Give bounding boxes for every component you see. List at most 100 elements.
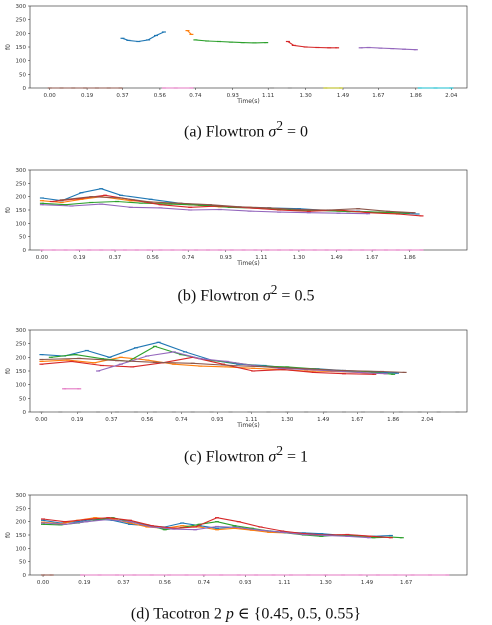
data-point-d-4 — [215, 525, 219, 528]
data-point-d-1 — [232, 527, 237, 529]
x-tick-label-a: 0.56 — [154, 93, 167, 99]
data-point-b-4 — [247, 210, 252, 212]
data-point-b-6 — [383, 249, 388, 251]
data-point-b-6 — [217, 249, 222, 251]
data-point-d-4 — [106, 518, 111, 521]
data-point-a-4 — [358, 47, 363, 49]
data-point-b-5 — [178, 202, 183, 204]
data-point-c-1 — [198, 365, 203, 367]
data-point-b-6 — [348, 249, 353, 251]
data-point-c-1 — [65, 359, 70, 361]
data-point-d-6 — [428, 574, 432, 576]
data-point-b-6 — [419, 249, 424, 251]
data-point-d-1 — [41, 521, 45, 523]
y-tick-label-b: 300 — [16, 168, 27, 174]
caption-d: (d) Tacotron 2 p ∈ {0.45, 0.5, 0.55} — [0, 600, 492, 623]
x-tick-label-d: 1.11 — [278, 580, 290, 586]
data-point-b-3 — [75, 198, 80, 200]
data-point-c-6 — [62, 388, 67, 390]
data-point-a-2 — [252, 42, 257, 44]
data-point-c-4 — [277, 367, 282, 369]
x-tick-label-c: 1.30 — [281, 417, 294, 423]
data-point-b-2 — [115, 200, 119, 203]
data-point-c-7 — [228, 411, 233, 413]
data-point-b-6 — [111, 249, 115, 251]
y-tick-label-d: 100 — [16, 546, 27, 552]
y-tick-label-d: 50 — [19, 560, 26, 566]
y-tick-label-b: 50 — [19, 235, 26, 241]
data-point-c-4 — [145, 355, 150, 357]
y-tick-label-d: 0 — [23, 573, 27, 579]
data-point-c-5 — [342, 369, 346, 372]
plot-frame-d — [29, 494, 468, 576]
data-point-a-5 — [71, 87, 76, 89]
data-point-b-1 — [128, 200, 133, 202]
data-point-b-5 — [385, 210, 390, 212]
data-point-b-3 — [217, 205, 222, 207]
data-point-c-7 — [58, 411, 63, 413]
data-point-a-3 — [327, 47, 332, 49]
y-tick-label-d: 300 — [16, 493, 27, 499]
x-tick-label-b: 0.00 — [36, 255, 49, 261]
caption-c: (c) Flowtron σ2 = 1 — [0, 443, 492, 466]
x-tick-label-c: 0.00 — [35, 417, 48, 423]
data-point-b-0 — [99, 188, 104, 190]
x-axis-label-b: Time(s) — [236, 260, 260, 267]
data-point-d-6 — [149, 574, 154, 576]
y-tick-label-a: 0 — [23, 86, 27, 92]
data-point-b-6 — [63, 249, 68, 251]
data-point-d-2 — [388, 536, 393, 538]
data-point-c-7 — [379, 411, 384, 413]
data-point-a-9 — [433, 87, 438, 89]
data-point-c-4 — [118, 363, 123, 365]
y-tick-label-b: 150 — [16, 208, 27, 214]
data-point-d-4 — [258, 529, 263, 531]
x-tick-label-b: 1.49 — [330, 255, 343, 261]
data-point-a-1 — [185, 30, 190, 32]
data-point-a-0 — [126, 39, 131, 41]
chart-panel-c: 0 50 100 150 200 250 300 0.00 0.19 0.37 0.56 0.74 0.… — [0, 315, 492, 475]
data-point-d-2 — [249, 527, 254, 529]
data-point-b-3 — [158, 204, 163, 206]
data-point-c-3 — [372, 373, 377, 375]
data-point-d-3 — [84, 518, 89, 521]
data-point-a-8 — [323, 87, 328, 89]
data-point-a-0 — [146, 39, 151, 41]
x-tick-label-a: 1.11 — [262, 93, 274, 99]
data-point-b-5 — [89, 196, 94, 198]
data-point-c-0 — [395, 372, 399, 374]
data-point-a-9 — [417, 87, 422, 89]
data-point-b-6 — [158, 249, 163, 251]
data-point-b-3 — [395, 213, 400, 215]
data-point-c-2 — [48, 356, 53, 358]
data-point-c-4 — [383, 373, 388, 375]
data-point-d-0 — [41, 519, 45, 521]
plot-frame-a — [29, 5, 468, 89]
data-point-b-3 — [247, 207, 252, 209]
data-point-d-1 — [128, 522, 132, 524]
data-point-b-6 — [336, 249, 341, 251]
data-point-d-4 — [41, 522, 45, 524]
data-point-d-5 — [41, 574, 45, 576]
data-point-d-4 — [367, 537, 372, 539]
data-point-b-3 — [419, 215, 424, 217]
data-point-b-6 — [122, 249, 127, 251]
data-point-c-5 — [402, 371, 407, 373]
data-point-c-2 — [152, 345, 157, 347]
x-tick-label-c: 1.67 — [351, 417, 364, 423]
x-tick-label-b: 0.56 — [146, 255, 159, 261]
data-point-c-7 — [304, 411, 309, 413]
data-point-b-1 — [79, 198, 84, 200]
y-tick-label-c: 0 — [23, 410, 27, 416]
data-point-c-0 — [183, 351, 188, 353]
data-point-a-5 — [83, 87, 88, 89]
data-point-d-2 — [41, 523, 45, 525]
data-point-c-4 — [330, 370, 335, 372]
data-point-c-7 — [342, 411, 346, 413]
data-point-c-0 — [107, 356, 112, 358]
data-point-d-3 — [236, 521, 241, 523]
data-point-c-4 — [251, 364, 256, 367]
data-point-c-7 — [455, 411, 460, 413]
data-point-a-0 — [136, 40, 141, 43]
data-point-b-5 — [119, 197, 123, 199]
